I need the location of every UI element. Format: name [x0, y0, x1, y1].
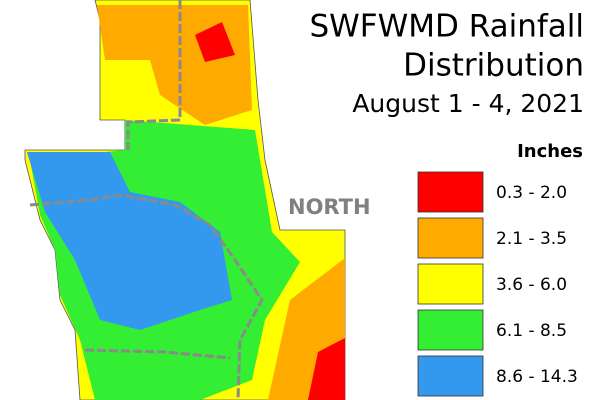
legend-swatch: [417, 171, 484, 213]
legend-label: 2.1 - 3.5: [496, 229, 567, 249]
title-line: SWFWMD Rainfall: [309, 9, 584, 45]
legend: 0.3 - 2.0 2.1 - 3.5 3.6 - 6.0 6.1 - 8.5 8.6 …: [417, 171, 578, 397]
county-line: [84, 348, 231, 360]
legend-label: 6.1 - 8.5: [496, 321, 567, 341]
legend-swatch: [417, 217, 484, 259]
legend-label: 8.6 - 14.3: [496, 367, 578, 387]
title-line: Distribution: [403, 48, 584, 84]
legend-swatch: [417, 263, 484, 305]
rainfall-map: [24, 0, 346, 400]
legend-title: Inches: [517, 141, 583, 162]
legend-swatch: [417, 309, 484, 351]
legend-label: 0.3 - 2.0: [496, 183, 567, 203]
county-line: [126, 0, 182, 150]
region-label: NORTH: [288, 195, 371, 219]
legend-swatch: [417, 355, 484, 397]
blue-zone: [27, 152, 232, 330]
county-line: [29, 193, 264, 400]
subtitle: August 1 - 4, 2021: [352, 89, 584, 118]
legend-label: 3.6 - 6.0: [496, 275, 567, 295]
red-zone: [195, 22, 235, 62]
red-zone-south: [308, 338, 345, 400]
